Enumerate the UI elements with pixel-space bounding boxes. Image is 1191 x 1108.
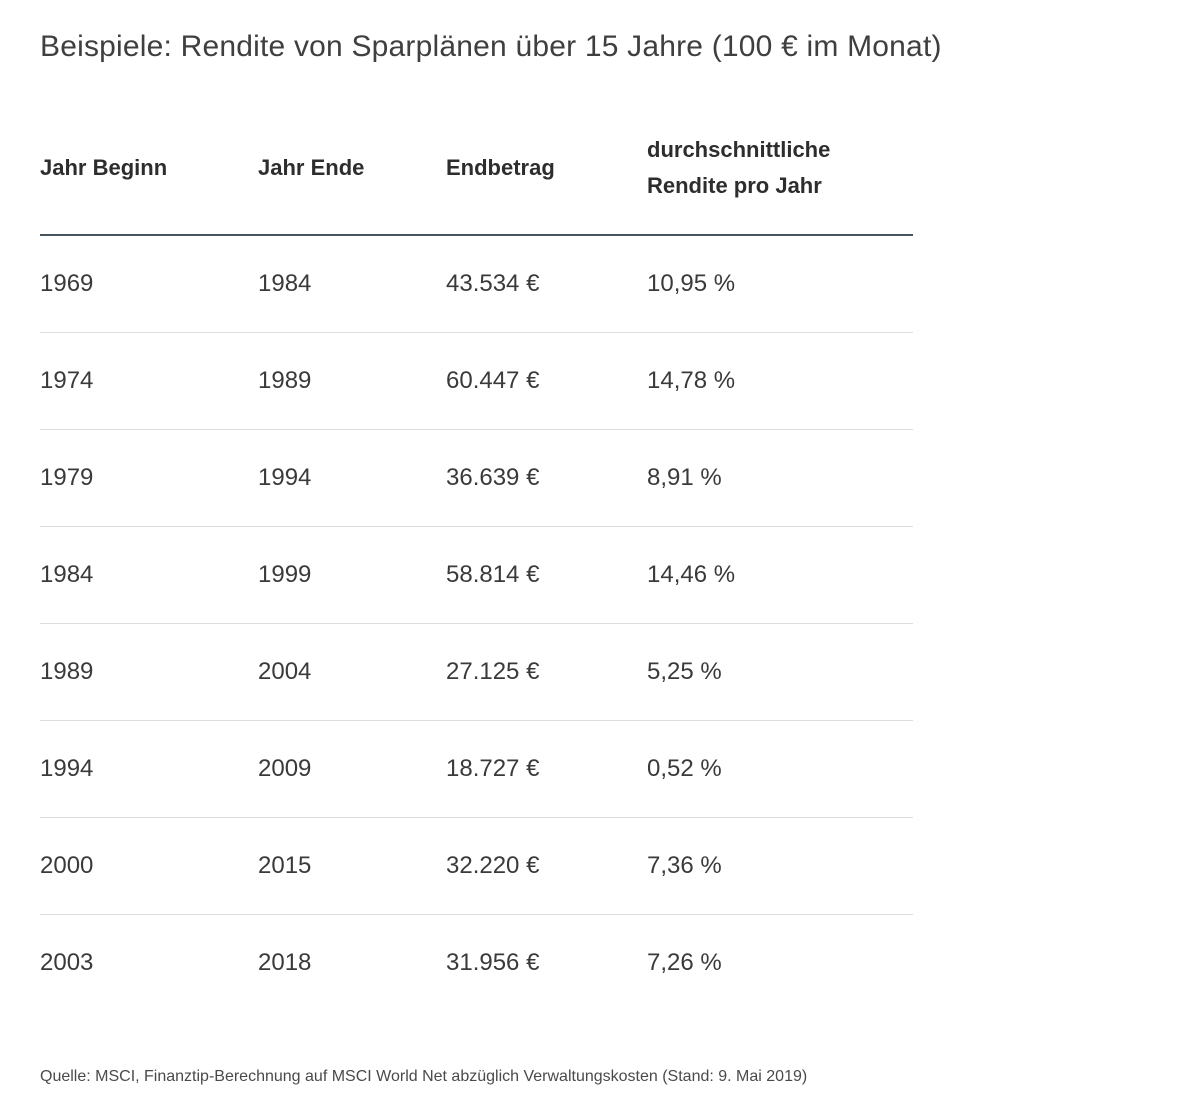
table-cell: 2015: [258, 816, 446, 914]
returns-table: Jahr Beginn Jahr Ende Endbetrag durchschnit…: [40, 132, 913, 1011]
table-cell: 2004: [258, 622, 446, 720]
table-cell: 2018: [258, 913, 446, 1011]
table-row: 2003 2018 31.956 €7,26 %: [40, 913, 913, 1011]
table-cell: 31.956 €: [446, 913, 647, 1011]
table-row: 1984 1999 58.814 €14,46 %: [40, 525, 913, 623]
table-row: 1989 2004 27.125 €5,25 %: [40, 622, 913, 720]
column-header-3: durchschnittliche Rendite pro Jahr: [647, 132, 913, 236]
table-cell: 0,52 %: [647, 719, 913, 817]
table-cell: 14,46 %: [647, 525, 913, 623]
table-cell: 36.639 €: [446, 428, 647, 526]
table-cell: 18.727 €: [446, 719, 647, 817]
table-cell: 1984: [40, 525, 258, 623]
table-cell: 14,78 %: [647, 331, 913, 429]
table-cell: 10,95 %: [647, 269, 736, 297]
table-cell: 1974: [40, 331, 258, 429]
column-header-1: Jahr Ende: [258, 132, 446, 236]
table-cell: 43.534 €: [446, 269, 540, 297]
table-row: 1969 1984 43.534 € 10,95 %: [40, 235, 913, 332]
table-cell: 2000: [40, 816, 258, 914]
column-header-2: Endbetrag: [446, 132, 647, 236]
table-cell: 32.220 €: [446, 816, 647, 914]
table-cell: 5,25 %: [647, 622, 913, 720]
table-cell: 7,26 %: [647, 913, 913, 1011]
table-cell: 8,91 %: [647, 428, 913, 526]
table-cell: 7,36 %: [647, 816, 913, 914]
source-note: Quelle: MSCI, Finanztip-Berechnung auf M…: [40, 1068, 808, 1085]
table-row: 1974 1989 60.447 €14,78 %: [40, 331, 913, 429]
table-cell: 1969: [40, 269, 94, 297]
table-cell: 1979: [40, 428, 258, 526]
table-cell: 58.814 €: [446, 525, 647, 623]
table-cell: 1989: [40, 622, 258, 720]
table-header: Jahr Beginn Jahr Ende Endbetrag durchschnit…: [40, 132, 913, 236]
table-cell: 1999: [258, 525, 446, 623]
table-row: 2000 2015 32.220 €7,36 %: [40, 816, 913, 914]
table-cell: 2003: [40, 913, 258, 1011]
table-cell: 27.125 €: [446, 622, 647, 720]
page-title: Beispiele: Rendite von Sparplänen über 1…: [40, 30, 942, 63]
table-cell: 1994: [258, 428, 446, 526]
table-cell: 60.447 €: [446, 331, 647, 429]
table-row: 1979 1994 36.639 €8,91 %: [40, 428, 913, 526]
table-cell: 1994: [40, 719, 258, 817]
table-cell: 1984: [258, 269, 312, 297]
table-cell: 1989: [258, 331, 446, 429]
column-header-0: Jahr Beginn: [40, 132, 258, 236]
table-row: 1994 2009 18.727 €0,52 %: [40, 719, 913, 817]
table-cell: 2009: [258, 719, 446, 817]
